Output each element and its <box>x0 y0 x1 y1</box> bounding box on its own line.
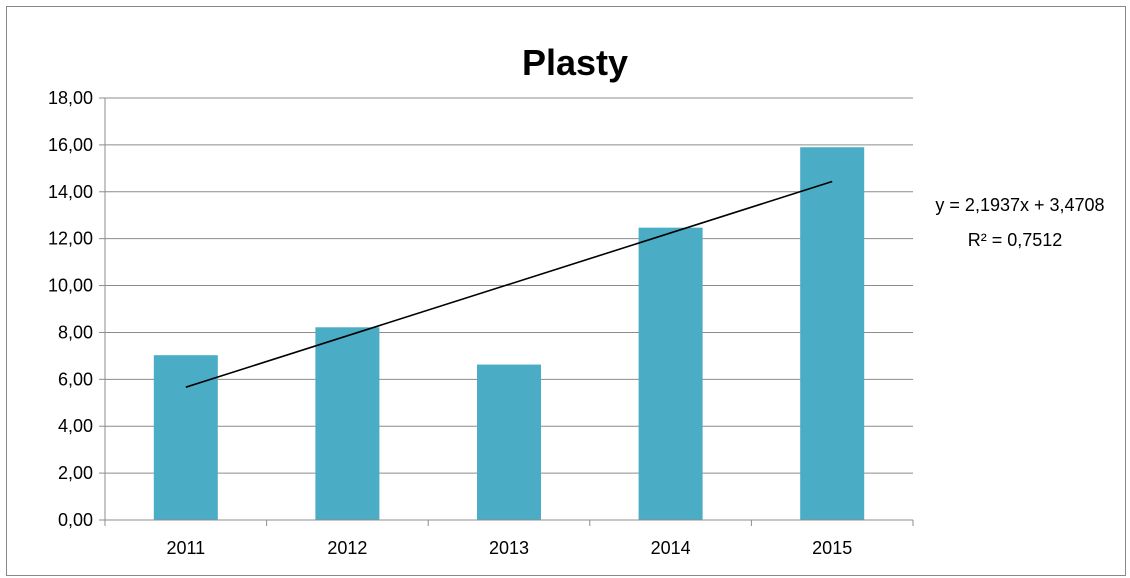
y-tick-label: 12,00 <box>48 229 93 249</box>
bar-2015 <box>800 147 865 520</box>
x-tick-label: 2011 <box>166 538 205 558</box>
y-tick-label: 14,00 <box>48 182 93 202</box>
bar-2014 <box>638 227 703 521</box>
y-tick-label: 18,00 <box>48 88 93 108</box>
trendline-equation: y = 2,1937x + 3,4708 <box>935 195 1104 215</box>
y-tick-label: 4,00 <box>58 416 93 436</box>
trendline-r-squared: R² = 0,7512 <box>968 230 1063 250</box>
x-tick-label: 2015 <box>812 538 852 558</box>
chart-title: Plasty <box>522 42 628 83</box>
bar-2011 <box>153 355 218 520</box>
trendline-line <box>185 180 833 388</box>
bar-2012 <box>315 327 380 520</box>
y-tick-label: 2,00 <box>58 463 93 483</box>
bars <box>153 147 865 521</box>
y-tick-label: 6,00 <box>58 369 93 389</box>
x-tick-label: 2013 <box>489 538 529 558</box>
y-tick-label: 8,00 <box>58 322 93 342</box>
x-tick-label: 2012 <box>327 538 367 558</box>
bar-2013 <box>477 364 541 520</box>
axes: 0,00 2,00 4,00 6,00 8,00 10,00 12,00 14,00 16,00… <box>48 88 914 558</box>
gridlines <box>105 97 913 474</box>
trendline <box>185 180 833 388</box>
x-tick-label: 2014 <box>651 538 691 558</box>
y-tick-label: 16,00 <box>48 135 93 155</box>
y-tick-label: 10,00 <box>48 276 93 296</box>
y-tick-label: 0,00 <box>58 510 93 530</box>
